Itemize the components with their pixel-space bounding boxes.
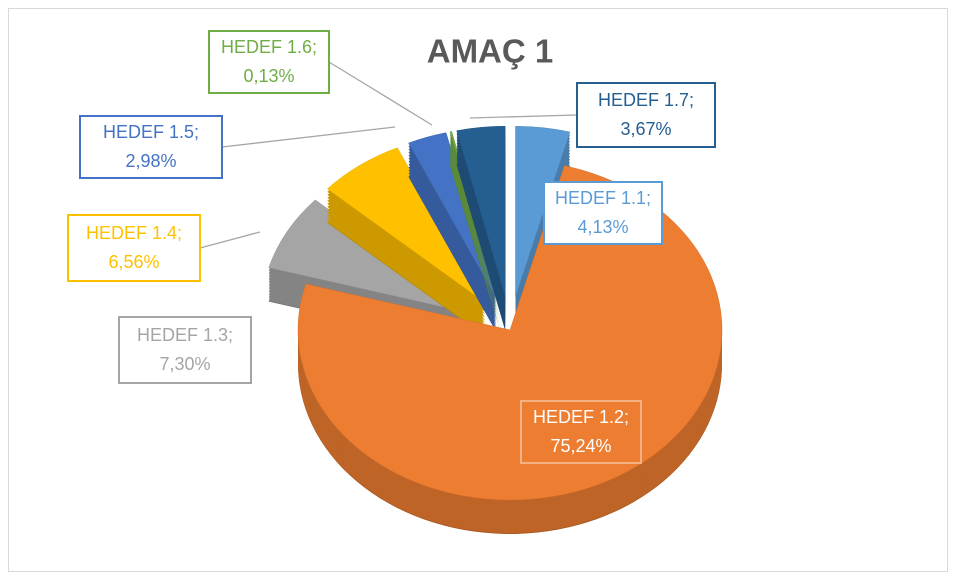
leader-line <box>469 114 578 119</box>
data-label-name: HEDEF 1.1; <box>555 188 651 208</box>
slice <box>515 126 571 297</box>
slice-side <box>450 146 501 312</box>
label-box <box>67 214 201 282</box>
label-box <box>520 400 642 464</box>
data-label-value: 2,98% <box>125 151 176 171</box>
slice <box>456 125 506 297</box>
leader-line <box>199 231 261 249</box>
data-label-name: HEDEF 1.4; <box>86 223 182 243</box>
data-label-name: HEDEF 1.6; <box>221 37 317 57</box>
label-box <box>208 30 330 94</box>
label-box <box>79 115 223 179</box>
leader-line <box>328 61 433 126</box>
label-box <box>118 316 252 384</box>
data-label-name: HEDEF 1.7; <box>598 90 694 110</box>
slice-side <box>450 165 501 331</box>
slice-side <box>450 164 501 330</box>
data-label-name: HEDEF 1.5; <box>103 122 199 142</box>
data-label-name: HEDEF 1.3; <box>137 325 233 345</box>
data-label-value: 6,56% <box>108 252 159 272</box>
data-label-name: HEDEF 1.2; <box>533 407 629 427</box>
slice <box>326 147 486 303</box>
slice <box>408 132 497 298</box>
data-label-value: 0,13% <box>243 66 294 86</box>
slice-side <box>450 149 501 315</box>
label-box <box>543 181 663 245</box>
slice-side <box>450 161 501 327</box>
label-box <box>576 82 716 148</box>
leader-line <box>221 126 396 148</box>
data-label-value: 3,67% <box>620 119 671 139</box>
chart-title: AMAÇ 1 <box>427 33 554 70</box>
slice-side <box>450 152 501 318</box>
slice-side <box>450 155 501 321</box>
data-label-value: 4,13% <box>577 217 628 237</box>
slice-side <box>450 158 501 324</box>
data-label-value: 75,24% <box>550 436 611 456</box>
data-label-value: 7,30% <box>159 354 210 374</box>
